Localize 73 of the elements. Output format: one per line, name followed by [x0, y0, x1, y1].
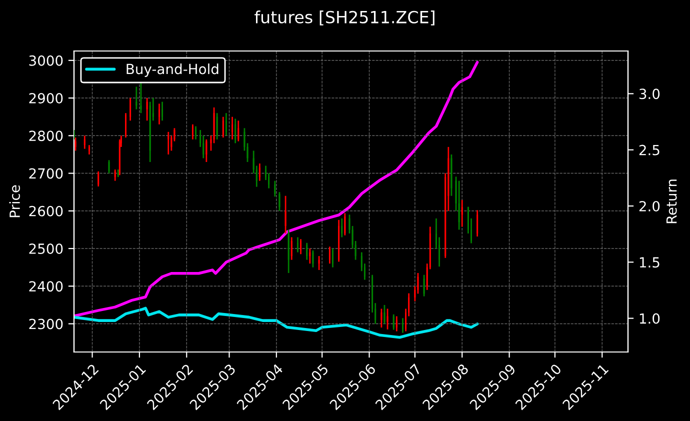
y2-axis-title: Return: [666, 180, 677, 224]
candlestick: [380, 308, 382, 328]
candlestick: [274, 180, 276, 198]
y-tick-label: 3000: [29, 55, 63, 66]
candlestick: [108, 159, 110, 174]
candlestick: [318, 255, 320, 271]
candlestick: [168, 131, 170, 156]
y-axis-title: Price: [9, 185, 20, 218]
y2-tick-label: 2.5: [639, 144, 660, 156]
candlestick: [136, 86, 138, 110]
candlestick: [84, 134, 86, 150]
candlestick: [312, 250, 314, 268]
candlestick: [158, 102, 160, 126]
candlestick: [206, 138, 208, 163]
candlestick: [300, 238, 302, 255]
candlestick: [332, 248, 334, 268]
candlestick: [216, 112, 218, 140]
y-tick-label: 2300: [29, 318, 63, 330]
candlestick: [284, 195, 286, 234]
candlestick: [344, 212, 346, 236]
candlestick: [149, 101, 151, 163]
candlestick: [476, 209, 478, 238]
candlestick: [222, 116, 224, 138]
y-tick-label: 2700: [29, 168, 63, 179]
candlestick: [210, 134, 212, 152]
y2-tick-label: 2.0: [639, 200, 660, 212]
candlestick: [192, 124, 194, 140]
candlestick: [396, 316, 398, 332]
y-tick-label: 2800: [29, 130, 63, 142]
legend-label: Buy-and-Hold: [126, 64, 218, 77]
candlestick: [386, 308, 388, 330]
candlestick: [338, 219, 340, 262]
candlestick: [146, 97, 148, 122]
line-series: [74, 60, 479, 318]
candlestick: [309, 248, 311, 264]
candlestick: [348, 214, 350, 234]
candlestick: [213, 106, 215, 144]
candlestick: [288, 229, 290, 274]
y-tick-label: 2600: [29, 206, 63, 216]
y-tick-label: 2400: [29, 281, 63, 292]
candlestick: [384, 304, 386, 324]
line-series: [74, 306, 479, 339]
candlestick: [232, 116, 234, 140]
candlestick: [238, 120, 240, 142]
candlestick: [278, 191, 280, 212]
candlestick: [98, 170, 100, 188]
candlestick: [290, 236, 292, 261]
candlestick: [423, 274, 425, 298]
y2-tick-label: 1.5: [640, 257, 660, 268]
candlestick: [140, 82, 142, 114]
chart-title: futures [SH2511.ZCE]: [254, 10, 434, 26]
candlestick: [402, 317, 404, 334]
candlestick: [458, 180, 460, 230]
candlestick: [328, 246, 330, 264]
candlestick: [88, 144, 90, 156]
y-tick-label: 2900: [29, 93, 63, 104]
candlestick: [392, 314, 394, 330]
y-tick-label: 2500: [29, 244, 63, 254]
candlestick: [296, 236, 298, 253]
candlestick: [461, 199, 463, 228]
candlestick: [124, 112, 127, 138]
candlestick: [234, 118, 236, 144]
candlestick: [306, 242, 308, 261]
candlestick: [450, 154, 452, 197]
y2-tick-label: 1.0: [640, 313, 660, 324]
y2-tick-label: 3.0: [639, 88, 660, 100]
candlestick: [162, 101, 164, 122]
candlestick: [130, 97, 132, 122]
candlestick: [194, 126, 197, 140]
candlestick: [341, 218, 343, 238]
candlestick: [258, 162, 260, 182]
candlestick: [225, 112, 227, 136]
candlestick: [114, 168, 116, 182]
